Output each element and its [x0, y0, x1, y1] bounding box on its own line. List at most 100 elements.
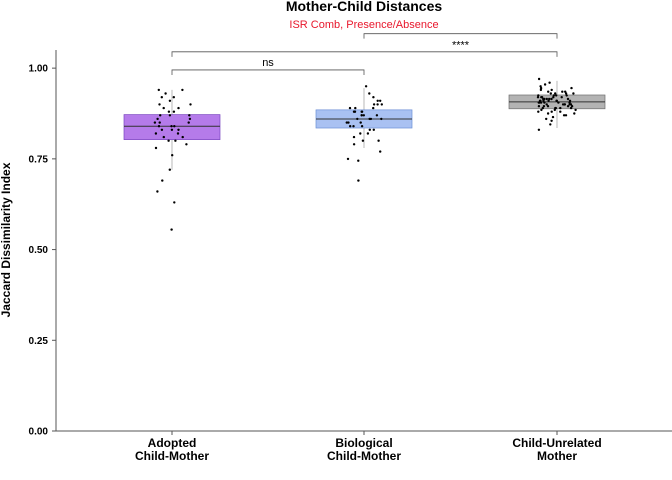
data-point: [170, 125, 173, 128]
x-tick-label: Child-Mother: [135, 449, 209, 463]
data-point: [543, 97, 546, 101]
data-point: [176, 132, 180, 135]
comparison-bracket: [363, 33, 558, 39]
data-point: [189, 103, 192, 106]
data-point: [550, 97, 553, 101]
data-point: [537, 110, 540, 113]
x-tick-label: Mother: [537, 449, 577, 463]
data-point: [570, 105, 574, 108]
x-tick-label: Child-Unrelated: [512, 436, 601, 450]
data-point: [172, 110, 176, 113]
data-point: [161, 179, 164, 182]
data-point: [548, 97, 551, 101]
data-point: [158, 121, 161, 124]
data-point: [540, 96, 544, 99]
data-point: [359, 121, 362, 124]
data-point: [348, 106, 352, 110]
chart-subtitle: ISR Comb, Presence/Absence: [289, 19, 438, 31]
data-point: [564, 90, 567, 93]
data-point: [547, 90, 550, 93]
y-tick-label: 0.25: [29, 336, 49, 347]
data-point: [539, 86, 543, 90]
data-point: [361, 139, 365, 142]
data-point: [543, 101, 546, 104]
data-point: [185, 143, 188, 146]
data-point: [162, 106, 165, 110]
data-point: [154, 132, 158, 135]
boxes: [123, 80, 606, 170]
data-point: [174, 139, 177, 142]
data-point: [173, 125, 176, 128]
data-point: [561, 90, 564, 93]
data-point: [557, 101, 560, 104]
data-point: [354, 106, 357, 110]
data-point: [376, 99, 379, 103]
data-point: [188, 117, 192, 121]
data-point: [539, 85, 542, 88]
significance-label: ****: [452, 40, 470, 52]
chart-title: Mother-Child Distances: [286, 0, 443, 14]
data-point: [539, 88, 543, 92]
data-point: [572, 92, 575, 95]
data-point: [352, 125, 355, 128]
data-point: [164, 92, 167, 95]
x-tick-label: Adopted: [148, 436, 197, 450]
data-point: [153, 121, 157, 124]
data-point: [168, 168, 171, 171]
data-point: [372, 128, 375, 131]
data-point: [561, 103, 565, 106]
data-point: [536, 96, 540, 99]
data-point: [550, 110, 553, 113]
data-point: [162, 135, 165, 139]
data-point: [160, 96, 163, 99]
data-point: [540, 108, 543, 112]
data-point: [548, 81, 551, 84]
data-point: [545, 97, 548, 101]
data-point: [549, 123, 552, 126]
x-tick-label: Biological: [335, 436, 392, 450]
significance-label: ns: [262, 57, 274, 69]
data-point: [360, 114, 363, 117]
data-point: [158, 103, 161, 106]
significance-brackets: ns ****: [171, 33, 558, 75]
data-point: [550, 119, 553, 123]
data-point: [362, 114, 365, 117]
data-point: [375, 114, 379, 117]
data-point: [168, 114, 172, 117]
data-point: [539, 99, 542, 103]
data-point: [559, 106, 562, 110]
data-point: [542, 105, 546, 108]
comparison-bracket: [171, 51, 558, 57]
data-point: [160, 128, 164, 131]
y-tick-label: 0.50: [29, 245, 49, 256]
data-point: [372, 96, 375, 99]
data-point: [368, 128, 371, 131]
data-point: [368, 117, 371, 121]
data-point: [564, 114, 568, 117]
y-tick-label: 0.75: [29, 154, 49, 165]
data-point: [156, 190, 159, 193]
data-point: [537, 105, 541, 108]
data-point: [549, 92, 552, 95]
data-point: [177, 128, 180, 131]
comparison-bracket: [171, 69, 365, 75]
data-point: [542, 99, 545, 103]
data-point: [379, 150, 382, 153]
data-point: [167, 139, 170, 142]
data-point: [568, 101, 571, 104]
data-point: [566, 97, 570, 101]
data-point: [366, 132, 370, 135]
data-point: [352, 110, 356, 113]
data-point: [570, 86, 573, 90]
data-point: [352, 135, 356, 139]
data-point: [368, 92, 371, 95]
data-point: [553, 108, 556, 112]
data-point: [545, 117, 548, 121]
axes: 0.000.250.500.751.00AdoptedChild-MotherB…: [29, 50, 672, 463]
data-point: [547, 99, 550, 103]
data-point: [379, 99, 382, 103]
data-points: [153, 77, 577, 231]
data-point: [372, 103, 376, 106]
data-point: [346, 157, 350, 161]
